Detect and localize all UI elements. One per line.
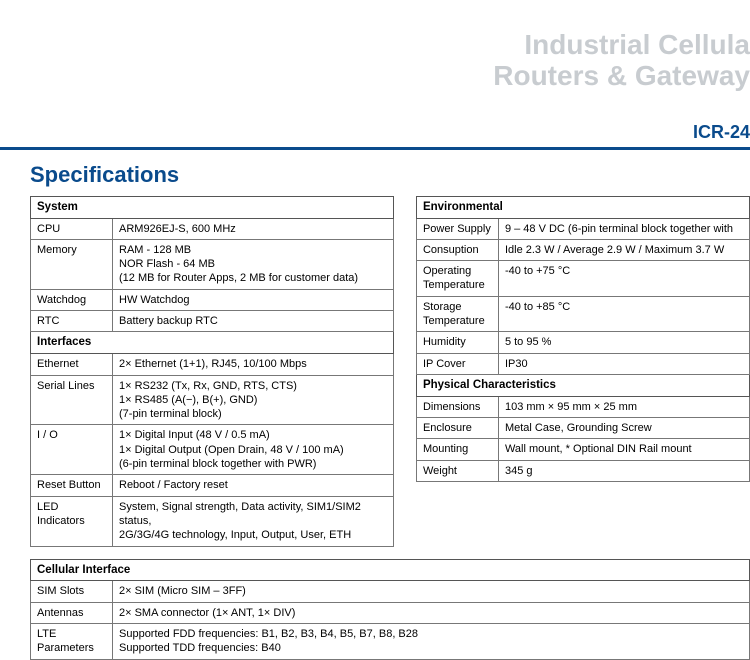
model-band: ICR-24 xyxy=(0,102,750,150)
table-row: IP CoverIP30 xyxy=(416,353,749,374)
row-value: System, Signal strength, Data activity, … xyxy=(113,496,394,546)
table-row: WatchdogHW Watchdog xyxy=(31,289,394,310)
row-label: Memory xyxy=(31,239,113,289)
row-label: IP Cover xyxy=(416,353,498,374)
table-row: Ethernet2× Ethernet (1+1), RJ45, 10/100 … xyxy=(31,354,394,375)
table-row: LED IndicatorsSystem, Signal strength, D… xyxy=(31,496,394,546)
row-label: LTE Parameters xyxy=(31,624,113,660)
row-value: ARM926EJ-S, 600 MHz xyxy=(113,218,394,239)
header-line2: Routers & Gateway xyxy=(0,61,750,92)
table-row: EnclosureMetal Case, Grounding Screw xyxy=(416,418,749,439)
table-row: Power Supply9 – 48 V DC (6-pin terminal … xyxy=(416,218,749,239)
row-label: Serial Lines xyxy=(31,375,113,425)
row-value: 2× SIM (Micro SIM – 3FF) xyxy=(113,581,750,602)
row-value: 345 g xyxy=(498,460,749,481)
row-label: Consuption xyxy=(416,239,498,260)
table-row: SIM Slots2× SIM (Micro SIM – 3FF) xyxy=(31,581,750,602)
table-row: Antennas2× SMA connector (1× ANT, 1× DIV… xyxy=(31,602,750,623)
table-row: Humidity5 to 95 % xyxy=(416,332,749,353)
row-value: IP30 xyxy=(498,353,749,374)
row-label: Enclosure xyxy=(416,418,498,439)
row-label: Power Supply xyxy=(416,218,498,239)
row-label: Operating Temperature xyxy=(416,261,498,297)
table-row: Storage Temperature-40 to +85 °C xyxy=(416,296,749,332)
row-value: 103 mm × 95 mm × 25 mm xyxy=(498,396,749,417)
row-value: -40 to +75 °C xyxy=(498,261,749,297)
row-value: 1× Digital Input (48 V / 0.5 mA) 1× Digi… xyxy=(113,425,394,475)
table-row: Reset ButtonReboot / Factory reset xyxy=(31,475,394,496)
table-row: RTCBattery backup RTC xyxy=(31,311,394,332)
row-label: Humidity xyxy=(416,332,498,353)
row-value: 9 – 48 V DC (6-pin terminal block togeth… xyxy=(498,218,749,239)
model-code: ICR-24 xyxy=(693,122,750,142)
table-row: I / O1× Digital Input (48 V / 0.5 mA) 1×… xyxy=(31,425,394,475)
row-value: 2× SMA connector (1× ANT, 1× DIV) xyxy=(113,602,750,623)
table-row: Operating Temperature-40 to +75 °C xyxy=(416,261,749,297)
row-value: 5 to 95 % xyxy=(498,332,749,353)
row-label: Watchdog xyxy=(31,289,113,310)
row-value: Idle 2.3 W / Average 2.9 W / Maximum 3.7… xyxy=(498,239,749,260)
group-header: Environmental xyxy=(416,196,749,218)
left-spec-table: SystemCPUARM926EJ-S, 600 MHzMemoryRAM - … xyxy=(30,196,394,547)
row-value: 2× Ethernet (1+1), RJ45, 10/100 Mbps xyxy=(113,354,394,375)
row-label: Ethernet xyxy=(31,354,113,375)
right-spec-table: EnvironmentalPower Supply9 – 48 V DC (6-… xyxy=(416,196,750,482)
row-label: Dimensions xyxy=(416,396,498,417)
bottom-spec-table: Cellular InterfaceSIM Slots2× SIM (Micro… xyxy=(30,559,750,660)
table-row: MountingWall mount, * Optional DIN Rail … xyxy=(416,439,749,460)
table-row: Serial Lines1× RS232 (Tx, Rx, GND, RTS, … xyxy=(31,375,394,425)
row-value: -40 to +85 °C xyxy=(498,296,749,332)
row-label: Antennas xyxy=(31,602,113,623)
table-row: MemoryRAM - 128 MB NOR Flash - 64 MB (12… xyxy=(31,239,394,289)
header-line1: Industrial Cellula xyxy=(0,30,750,61)
row-value: Reboot / Factory reset xyxy=(113,475,394,496)
table-row: CPUARM926EJ-S, 600 MHz xyxy=(31,218,394,239)
table-row: ConsuptionIdle 2.3 W / Average 2.9 W / M… xyxy=(416,239,749,260)
row-label: RTC xyxy=(31,311,113,332)
table-row: Dimensions103 mm × 95 mm × 25 mm xyxy=(416,396,749,417)
row-label: LED Indicators xyxy=(31,496,113,546)
row-label: Storage Temperature xyxy=(416,296,498,332)
row-label: SIM Slots xyxy=(31,581,113,602)
row-label: Reset Button xyxy=(31,475,113,496)
row-value: Supported FDD frequencies: B1, B2, B3, B… xyxy=(113,624,750,660)
row-value: RAM - 128 MB NOR Flash - 64 MB (12 MB fo… xyxy=(113,239,394,289)
group-header: Physical Characteristics xyxy=(416,374,749,396)
tables-row: SystemCPUARM926EJ-S, 600 MHzMemoryRAM - … xyxy=(0,196,750,547)
row-value: HW Watchdog xyxy=(113,289,394,310)
row-label: CPU xyxy=(31,218,113,239)
row-label: Weight xyxy=(416,460,498,481)
group-header: Interfaces xyxy=(31,332,394,354)
table-row: LTE ParametersSupported FDD frequencies:… xyxy=(31,624,750,660)
row-value: Wall mount, * Optional DIN Rail mount xyxy=(498,439,749,460)
row-label: Mounting xyxy=(416,439,498,460)
row-value: Metal Case, Grounding Screw xyxy=(498,418,749,439)
section-title: Specifications xyxy=(30,162,750,188)
group-header: Cellular Interface xyxy=(31,559,750,581)
row-value: 1× RS232 (Tx, Rx, GND, RTS, CTS) 1× RS48… xyxy=(113,375,394,425)
row-value: Battery backup RTC xyxy=(113,311,394,332)
table-row: Weight345 g xyxy=(416,460,749,481)
group-header: System xyxy=(31,196,394,218)
row-label: I / O xyxy=(31,425,113,475)
page-header: Industrial Cellula Routers & Gateway xyxy=(0,0,750,102)
